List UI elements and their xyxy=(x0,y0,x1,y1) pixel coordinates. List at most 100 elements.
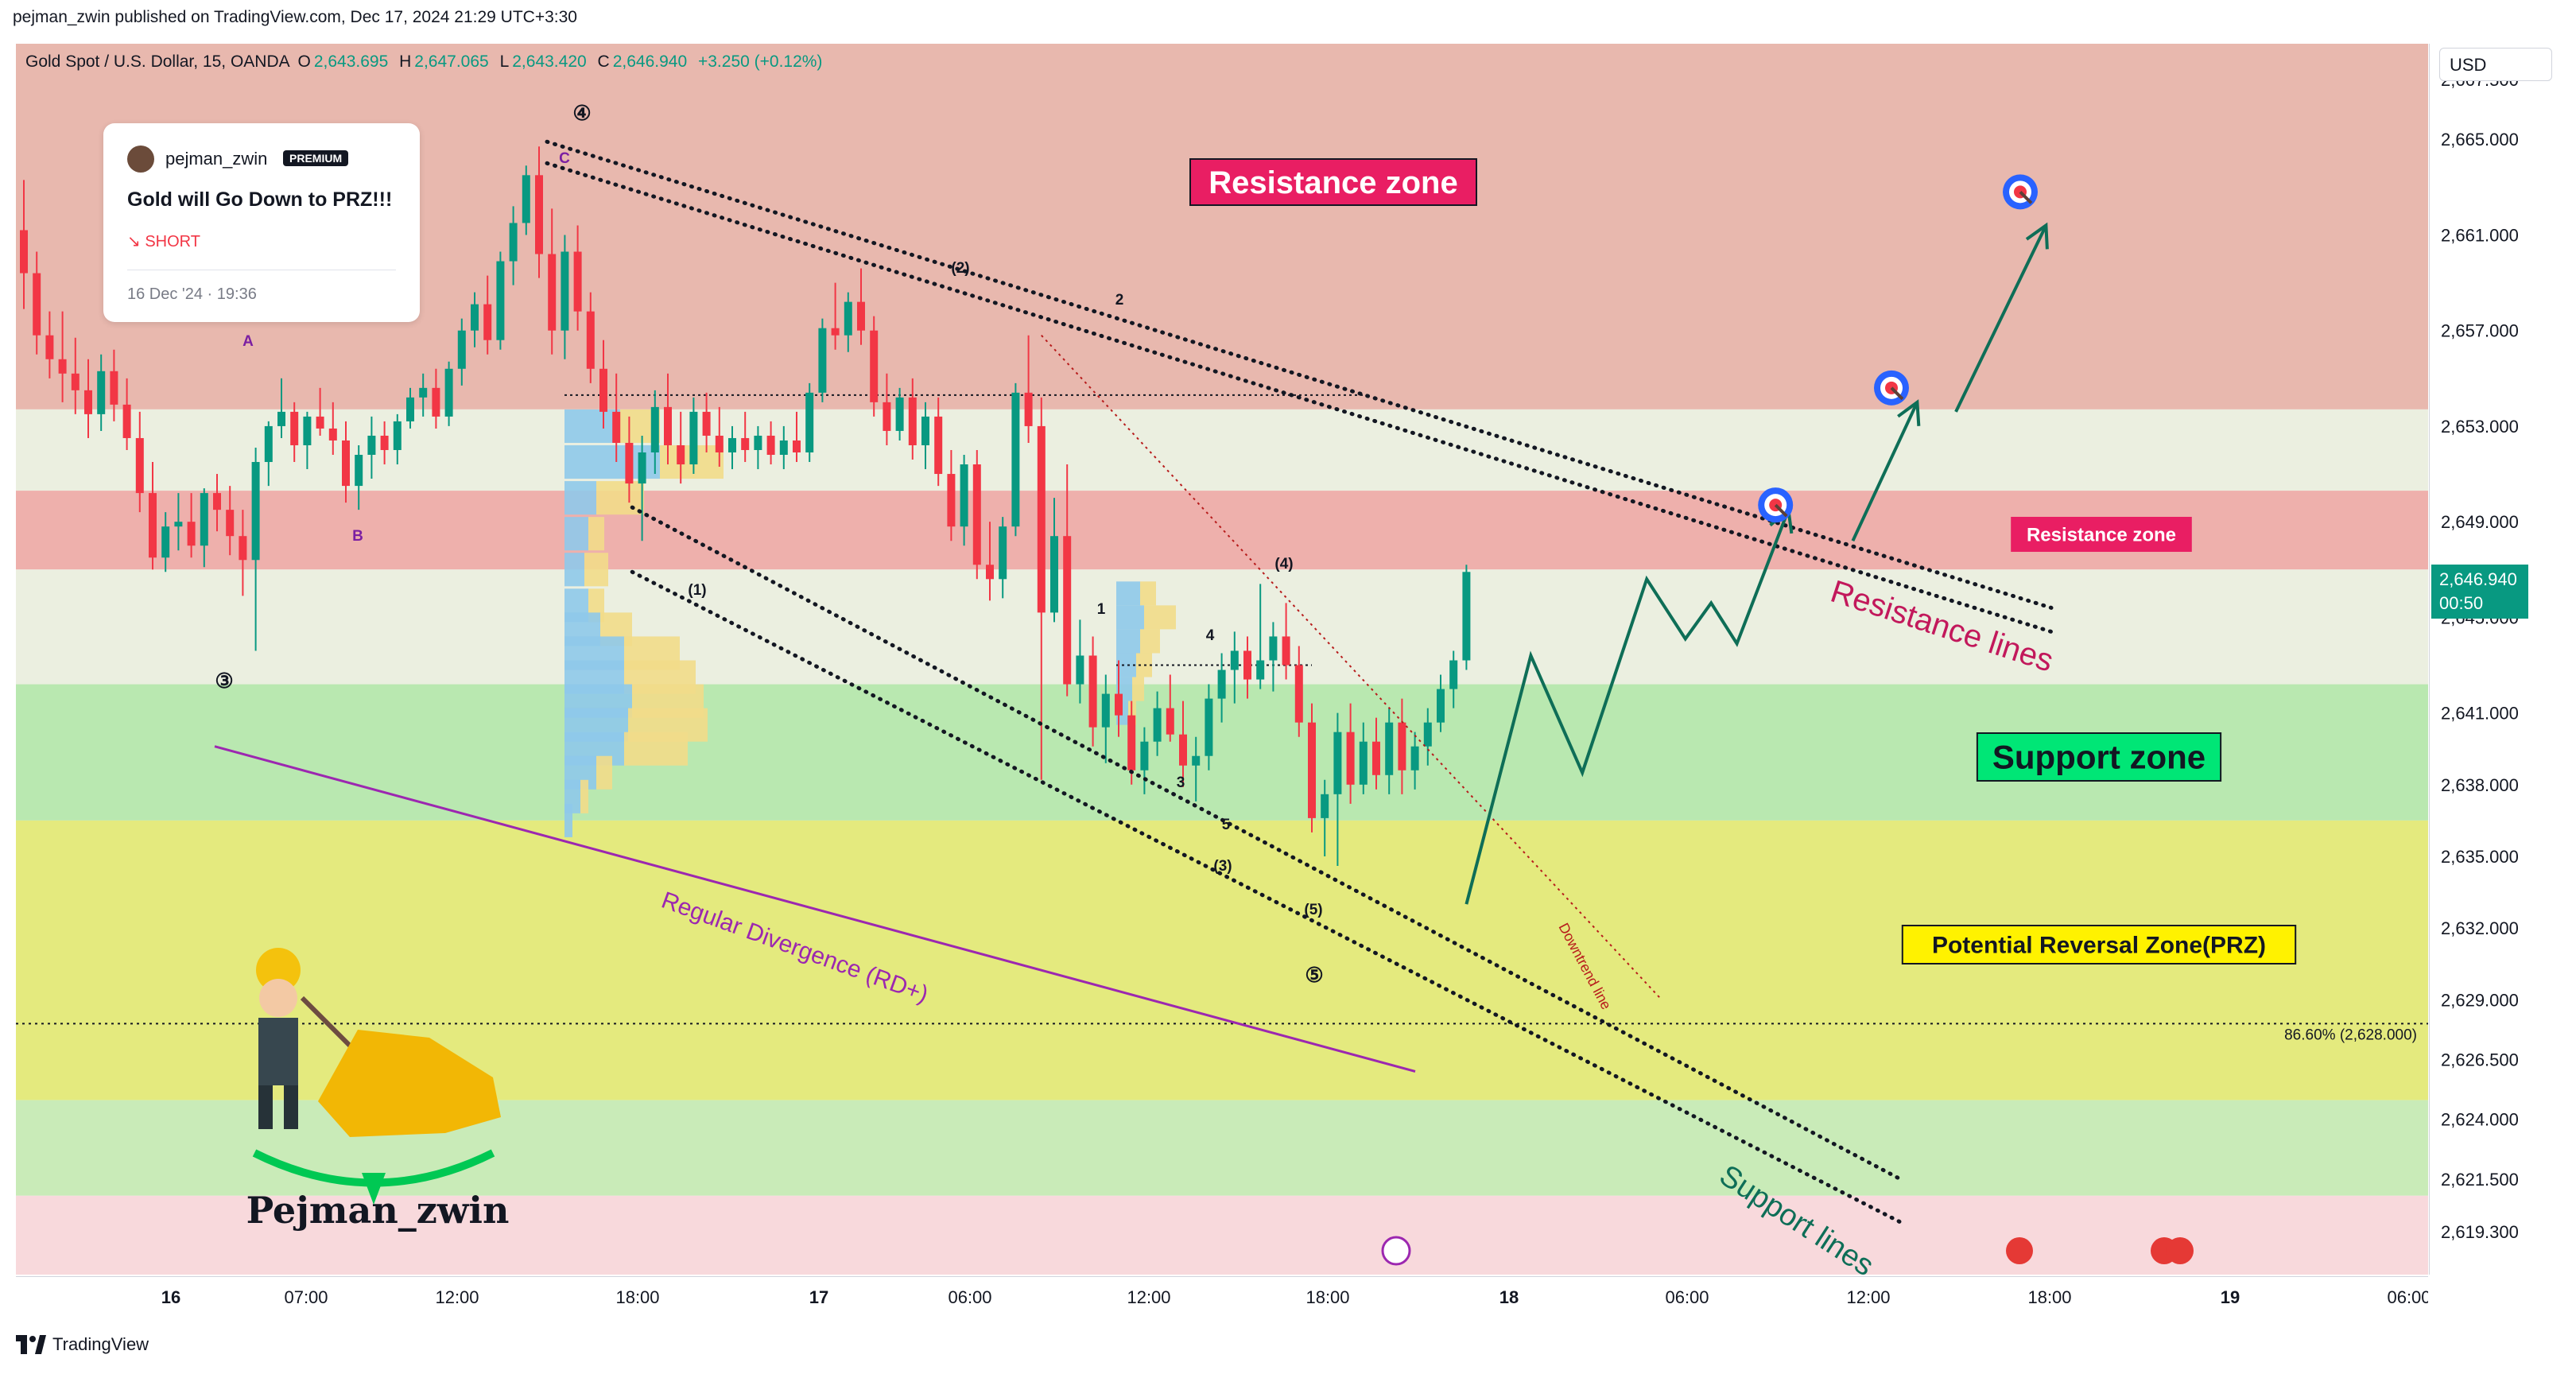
candle xyxy=(1076,619,1084,704)
volume-profile-bar-sell xyxy=(1132,677,1144,701)
chart-area[interactable]: 86.60% (2,628.000) Resistance zone Resista… xyxy=(16,44,2428,1283)
candle xyxy=(1037,397,1046,780)
candle xyxy=(793,411,801,463)
idea-title[interactable]: Gold will Go Down to PRZ!!! xyxy=(127,188,393,211)
premium-badge: PREMIUM xyxy=(283,150,349,166)
candle-body xyxy=(1192,755,1201,766)
candle-body xyxy=(1217,670,1226,699)
price-axis[interactable]: 2,619.300 2,621.500 2,624.000 2,626.500 2,62… xyxy=(2429,44,2576,1275)
price-axis-svg: 2,619.300 2,621.500 2,624.000 2,626.500 2,62… xyxy=(2441,70,2519,1242)
price-tick-label: 2,619.300 xyxy=(2441,1222,2519,1242)
candle-body xyxy=(264,425,273,463)
candle-body xyxy=(1127,715,1136,770)
candle xyxy=(471,292,479,347)
candle xyxy=(857,268,865,345)
candle-body xyxy=(1346,732,1355,785)
last-price-tag: 2,646.940 00:50 xyxy=(2431,565,2528,619)
candle-body xyxy=(1037,425,1046,613)
candle-body xyxy=(728,437,736,452)
candle xyxy=(972,449,981,580)
gold-pile xyxy=(318,1030,501,1137)
time-axis[interactable]: 16 07:00 12:00 18:00 17 06:00 12:00 18:00 18 06:0… xyxy=(16,1276,2431,1317)
ohlc-close-label: C xyxy=(597,52,610,71)
currency-selector[interactable]: USD xyxy=(2439,48,2552,81)
price-tick-label: 2,661.000 xyxy=(2441,225,2519,245)
candle-body xyxy=(1063,536,1072,685)
candle-body xyxy=(328,428,337,441)
candle xyxy=(149,462,157,570)
prz-zone-label: Potential Reversal Zone(PRZ) xyxy=(1901,925,2297,965)
candle-body xyxy=(251,462,260,561)
candle xyxy=(766,421,775,465)
target-icon xyxy=(2003,174,2038,210)
tradingview-logo-icon[interactable] xyxy=(16,1335,46,1354)
candle-body xyxy=(174,522,183,527)
candle xyxy=(45,311,54,378)
idea-card[interactable]: pejman_zwin PREMIUM Gold will Go Down to… xyxy=(103,123,420,322)
symbol-name[interactable]: Gold Spot / U.S. Dollar, 15, OANDA xyxy=(25,52,290,71)
prz-level-label: 86.60% (2,628.000) xyxy=(2284,1027,2417,1043)
wave-label: C xyxy=(559,150,570,167)
ohlc-close: C 2,646.940 xyxy=(598,52,691,71)
candle-body xyxy=(818,328,827,393)
candle-body xyxy=(1101,693,1110,728)
idea-direction: ↘ SHORT xyxy=(127,231,200,251)
candle xyxy=(818,318,827,402)
candle-body xyxy=(689,411,698,465)
target-arrow xyxy=(1774,503,1788,518)
ohlc-change: +3.250 (+0.12%) xyxy=(697,52,823,71)
pickaxe xyxy=(300,996,360,1056)
candle xyxy=(1256,584,1265,689)
time-tick-label: 06:00 xyxy=(1665,1287,1709,1307)
price-tick-label: 2,638.000 xyxy=(2441,775,2519,795)
candle xyxy=(1192,736,1201,802)
candle xyxy=(1462,565,1471,670)
price-tick-label: 2,626.500 xyxy=(2441,1050,2519,1069)
support-line-lower xyxy=(630,569,1903,1225)
candle xyxy=(1024,335,1033,443)
miner-body xyxy=(258,1018,298,1085)
candle xyxy=(1101,674,1110,763)
author-name[interactable]: pejman_zwin xyxy=(165,149,268,169)
candle xyxy=(1333,712,1342,867)
candle xyxy=(1140,727,1149,794)
resistance-zone-label-small-box xyxy=(2011,517,2192,552)
candle xyxy=(999,517,1007,599)
candle-body xyxy=(754,435,762,450)
wave-label: 1 xyxy=(1097,601,1106,618)
candle-body xyxy=(883,402,891,431)
ohlc-low-value: 2,643.420 xyxy=(512,52,587,71)
candle xyxy=(1385,708,1394,794)
volume-profile-bar-sell xyxy=(1140,629,1160,654)
candle xyxy=(239,510,247,596)
candle-body xyxy=(58,359,67,374)
candle-body xyxy=(406,397,414,421)
candle-body xyxy=(161,526,170,558)
candle xyxy=(58,311,67,402)
forecast-arrow-2 xyxy=(1954,224,2048,413)
volume-profile-bar-buy xyxy=(564,409,620,443)
author-avatar[interactable] xyxy=(127,146,154,173)
footer-brand[interactable]: TradingView xyxy=(52,1334,149,1354)
wave-label: ③ xyxy=(215,669,233,693)
volume-profile-bar-sell xyxy=(588,517,604,551)
candle-body xyxy=(1410,746,1419,770)
candle xyxy=(71,337,80,414)
resistance-zone-label-box xyxy=(1189,158,1477,206)
candle xyxy=(1321,779,1329,856)
candle-body xyxy=(1166,708,1174,735)
candle xyxy=(548,208,557,355)
forecast-arrowhead-2 xyxy=(2025,222,2049,250)
candle xyxy=(883,373,891,445)
candle-body xyxy=(84,390,92,414)
chart-svg[interactable]: 86.60% (2,628.000) Resistance zone Resista… xyxy=(16,44,2428,1283)
price-tick-label: 2,649.000 xyxy=(2441,512,2519,532)
candle-body xyxy=(380,435,389,450)
ohlc-open-value: 2,643.695 xyxy=(313,52,389,71)
candle xyxy=(226,486,235,556)
time-tick-label: 12:00 xyxy=(1127,1287,1170,1307)
candle-body xyxy=(947,474,956,527)
candle-body xyxy=(1294,665,1303,723)
wave-label: (5) xyxy=(1304,902,1322,918)
wave-label: (1) xyxy=(688,582,706,599)
